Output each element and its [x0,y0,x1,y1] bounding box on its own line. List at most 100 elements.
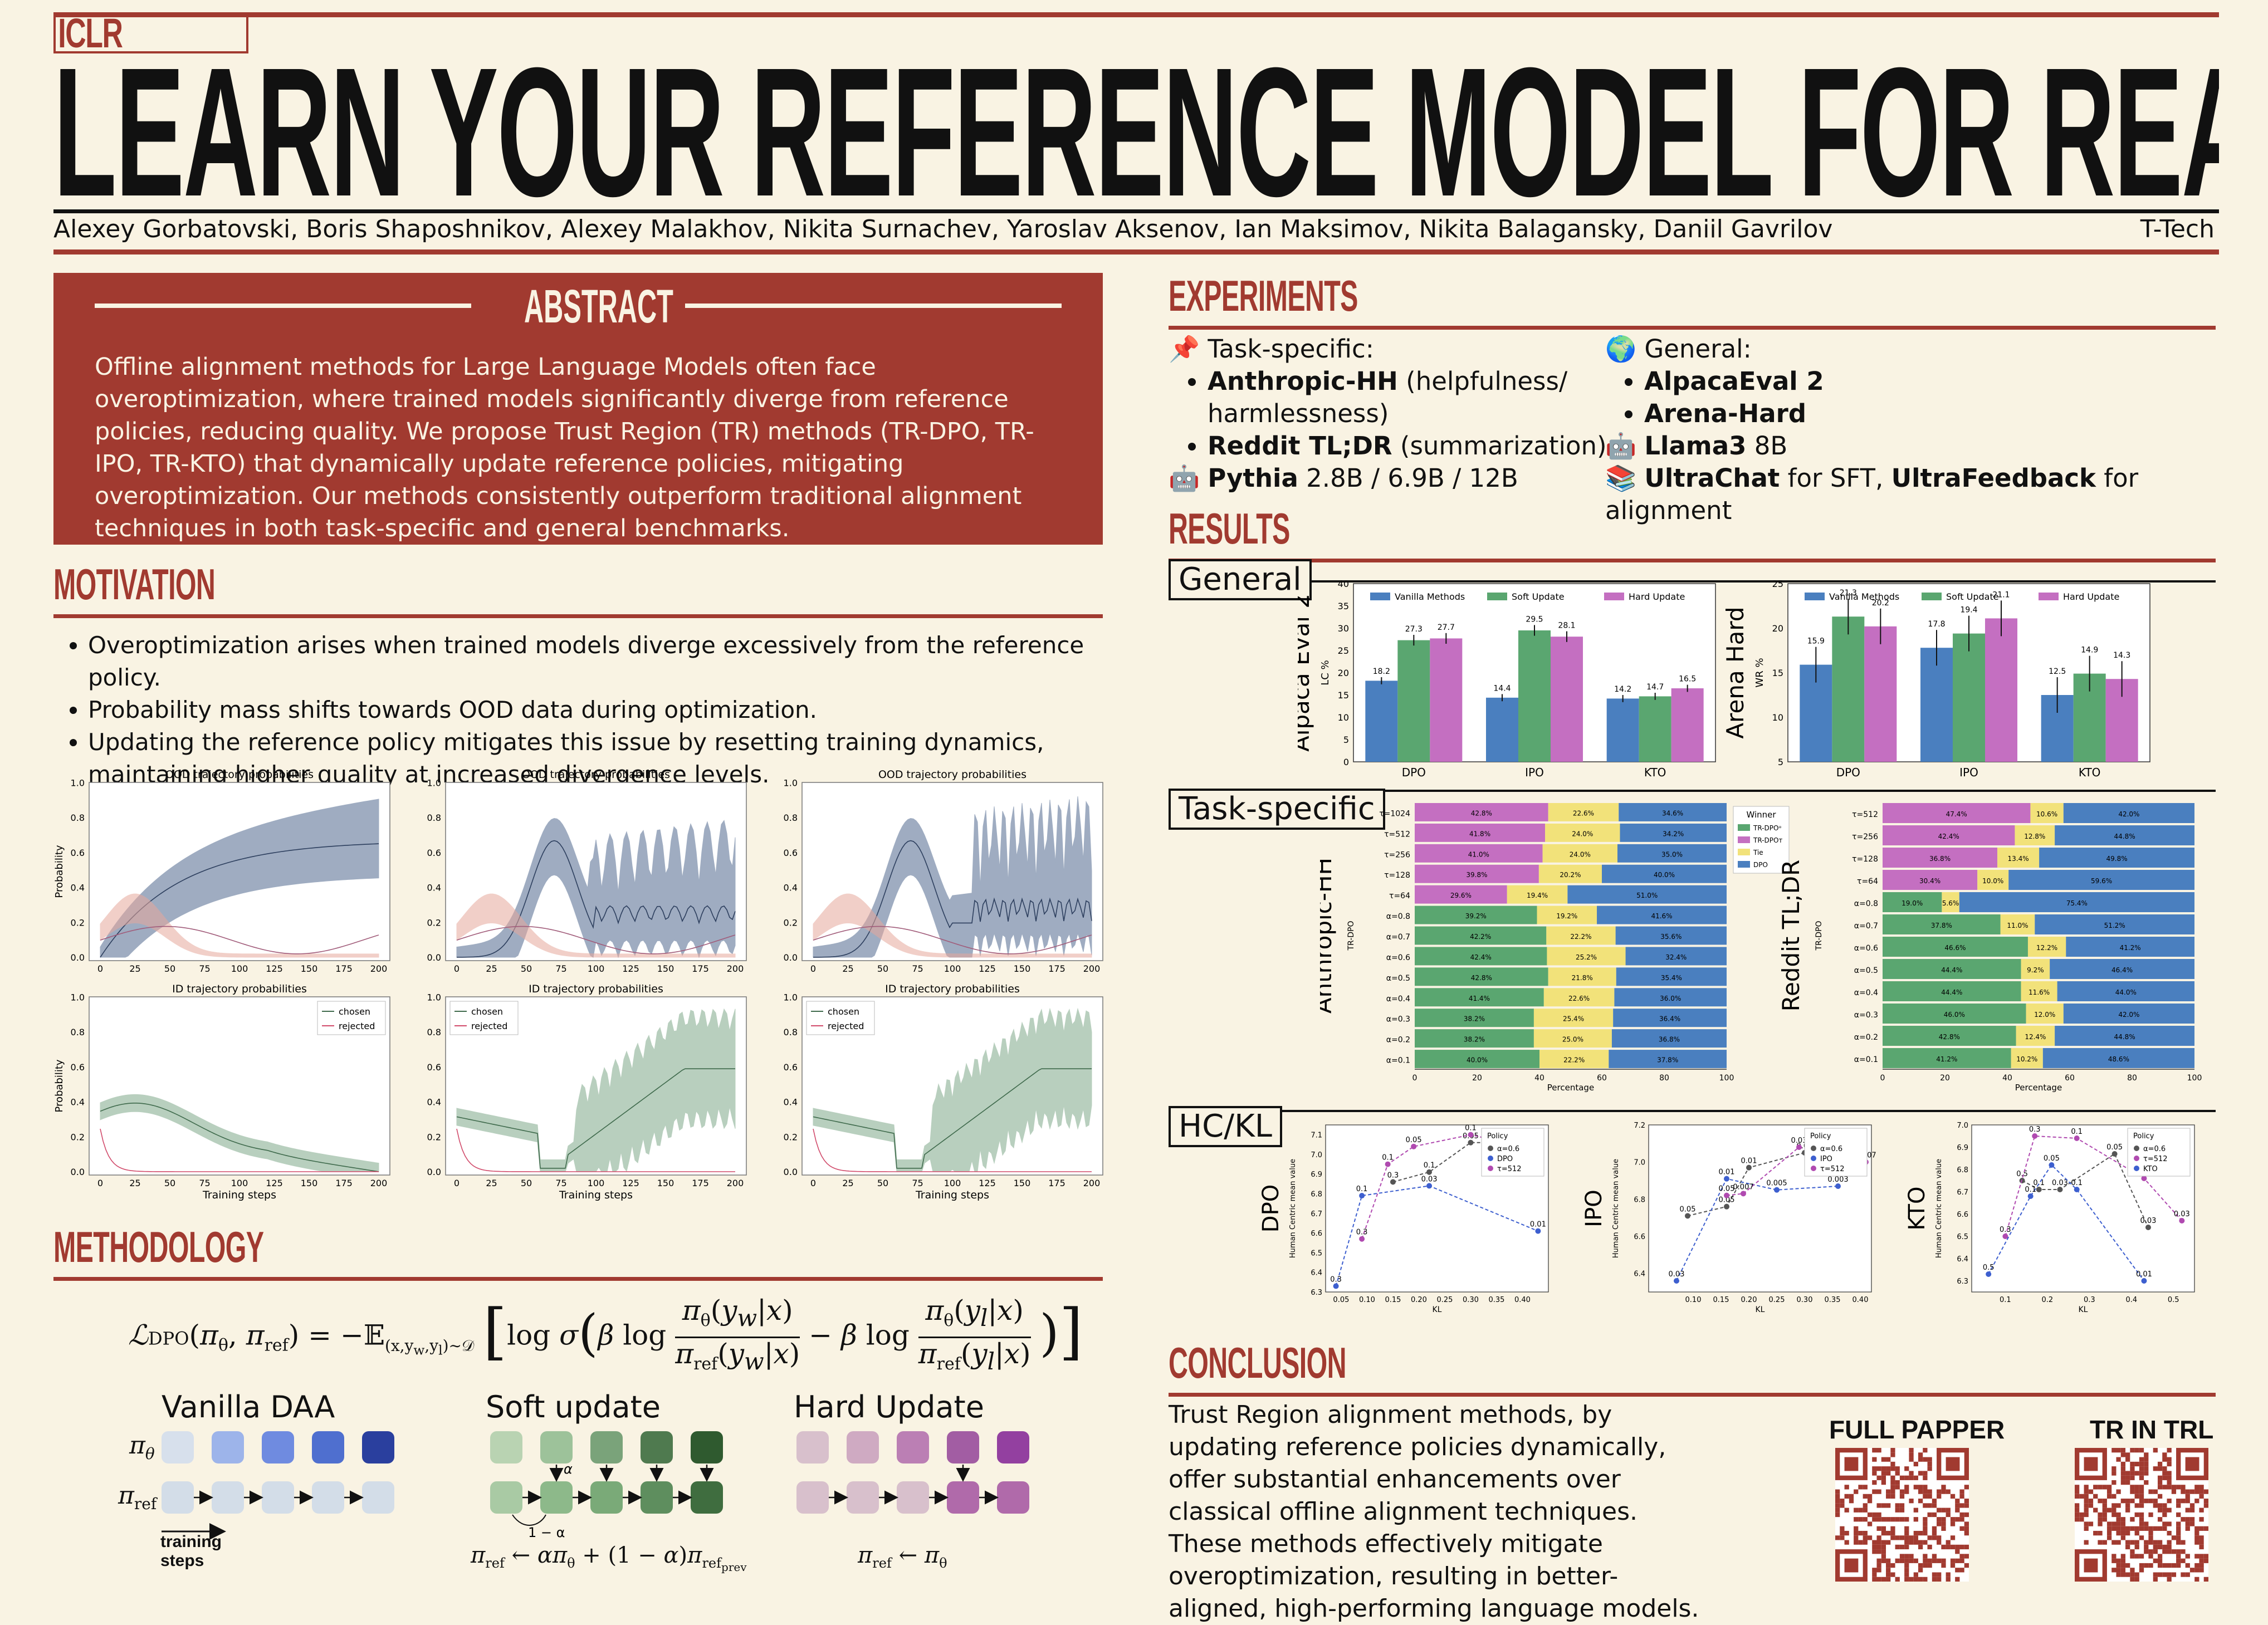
stacked-bar [1614,988,1727,1007]
qr-module [2111,1526,2117,1531]
stacked-bar [2011,1048,2043,1068]
legend-swatch [1738,824,1750,831]
qr-module [1946,1489,1951,1494]
x-tick: 125 [979,1178,996,1188]
qr-module [2176,1503,2181,1508]
point-label: 0.1 [1465,1124,1477,1133]
qr-code-trl[interactable] [2075,1448,2208,1582]
point-label: 0.01 [1741,1157,1757,1166]
bar-value-label: 22.6% [1568,995,1590,1002]
chart-ylabel: LC % [1319,660,1331,685]
y-tick: τ=512 [1852,810,1878,819]
qr-module [1941,1526,1946,1531]
qr-module [2148,1530,2153,1536]
qr-module [1918,1485,1923,1490]
general-item: AlpacaEval 2 [1644,365,2218,398]
policy-block [897,1431,929,1464]
qr-module [1923,1521,1928,1526]
bar-value-label: 46.6% [1944,944,1966,952]
training-steps-label: training steps [160,1533,222,1570]
stacked-bar [1883,981,2021,1001]
qr-module [2148,1499,2153,1504]
qr2-label: TR IN TRL [2090,1415,2214,1444]
x-tick: 75 [555,963,566,974]
qr-module [1835,1503,1840,1508]
point-label: 0.1 [2033,1179,2045,1187]
qr-module [2199,1535,2204,1540]
qr-module [2185,1494,2190,1499]
qr-module [2162,1466,2167,1471]
qr-module [2185,1499,2190,1504]
bar-value-label: 19.4 [1960,606,1977,615]
bar-value-label: 42.8% [1939,1033,1960,1041]
y-tick: 7.0 [1957,1122,1968,1130]
qr-module [2167,1499,2172,1504]
qr-module [1946,1577,1951,1582]
qr-module [2181,1517,2186,1522]
qr-module [1876,1526,1881,1531]
stacked-bar [1883,1026,2016,1046]
methodology-heading: METHODOLOGY [53,1222,264,1271]
qr-module [1854,1540,1859,1545]
bar-value-label: 42.4% [1470,953,1492,961]
plot-title: ID trajectory probabilities [529,983,663,995]
qr-module [2157,1466,2163,1471]
chart-ylabel: Human Centric mean value [1289,1159,1297,1258]
legend-swatch [1370,593,1390,600]
conclusion-heading: CONCLUSION [1169,1338,1347,1387]
qr-module [1918,1471,1923,1476]
abstract-heading: ABSTRACT [524,280,673,332]
qr-module [2189,1503,2195,1508]
qr-module [1886,1489,1891,1494]
y-tick: 6.6 [1311,1230,1322,1238]
y-tick: α=0.4 [1386,995,1410,1004]
qr-module [2167,1572,2172,1577]
qr-module [2194,1554,2199,1559]
qr-module [2106,1489,2112,1494]
qr-code-paper[interactable] [1835,1448,1969,1582]
y-tick: 7.0 [1311,1151,1322,1159]
data-point [2049,1162,2055,1168]
qr-module [2130,1461,2135,1467]
probability-band [456,818,736,958]
x-tick: 100 [2187,1074,2202,1083]
qr-module [2199,1558,2204,1563]
qr-module [1918,1489,1923,1494]
qr-module [2181,1572,2186,1577]
qr-module [1904,1475,1909,1480]
y-tick: τ=128 [1852,855,1878,864]
stacked-bar [2055,825,2194,845]
stacked-bar [2057,981,2194,1001]
qr-module [1881,1517,1886,1522]
qr-module [2199,1526,2204,1531]
qr-module [1955,1549,1960,1554]
qr-module [2125,1526,2130,1531]
qr-module [2125,1503,2130,1508]
legend-label: TR-DPOᵅ [1753,824,1781,832]
legend-marker [2134,1166,2139,1171]
qr-module [1927,1489,1932,1494]
qr-module [2106,1530,2112,1536]
legend-label: DPO [1753,861,1768,869]
stacked-bar [2000,914,2035,934]
qr-module [1881,1475,1886,1480]
qr-module [1872,1448,1877,1453]
stacked-bar [2026,1004,2064,1024]
qr-module [2102,1507,2107,1513]
x-tick: 20 [1940,1074,1950,1083]
legend-rejected: rejected [339,1021,375,1031]
qr-module [2148,1540,2153,1545]
x-tick: 0.2 [2042,1296,2054,1304]
x-tick: 25 [486,1178,497,1188]
qr-module [2075,1494,2080,1499]
reference-block [691,1481,723,1514]
x-tick: 0 [1412,1074,1418,1083]
probability-line [100,1103,379,1172]
x-tick: 200 [370,1178,388,1188]
hckl-charts: DPO Human Centric mean value 6.3 6.4 6.5 6.6 6… [1259,1122,2195,1314]
x-tick: 40 [2002,1074,2012,1083]
x-tick: 75 [555,1178,566,1188]
qr-module [2134,1471,2139,1476]
qr-module [1923,1503,1928,1508]
qr-module [2139,1448,2144,1453]
